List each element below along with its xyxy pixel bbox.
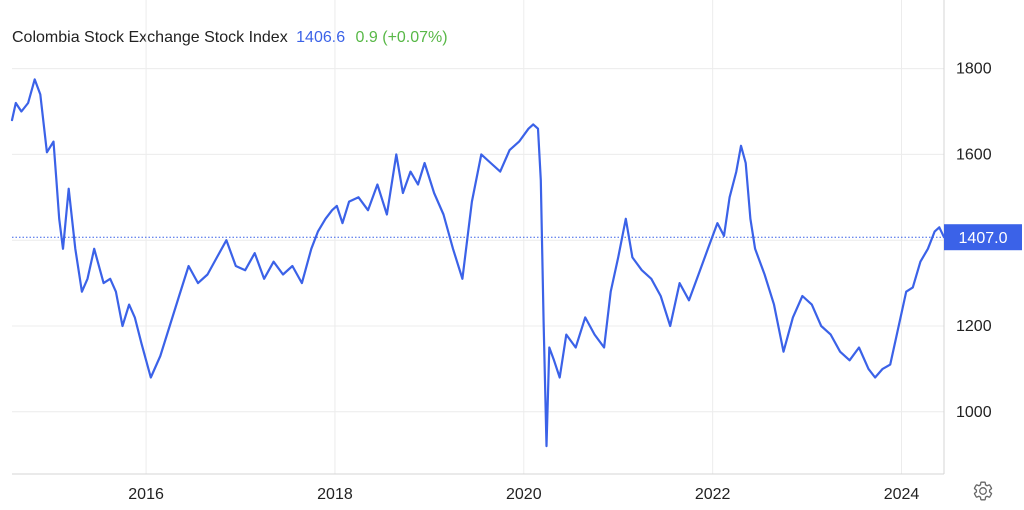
gear-icon[interactable] [972,480,994,502]
x-tick-label: 2024 [884,486,920,503]
x-tick-label: 2016 [128,486,164,503]
y-tick-label: 1600 [956,146,992,163]
chart-header: Colombia Stock Exchange Stock Index 1406… [12,29,448,47]
y-tick-label: 1000 [956,404,992,421]
current-price: 1406.6 [296,29,346,46]
series-line[interactable] [10,78,946,448]
current-value-tag [944,224,1022,251]
current-value-label: 1407.0 [959,230,1008,247]
y-tick-label: 1800 [956,61,992,78]
x-tick-label: 2018 [317,486,353,503]
index-name: Colombia Stock Exchange Stock Index [12,29,288,46]
price-change: 0.9 (+0.07%) [355,29,448,46]
x-tick-label: 2020 [506,486,542,503]
x-tick-label: 2022 [695,486,731,503]
y-tick-label: 1200 [956,318,992,335]
